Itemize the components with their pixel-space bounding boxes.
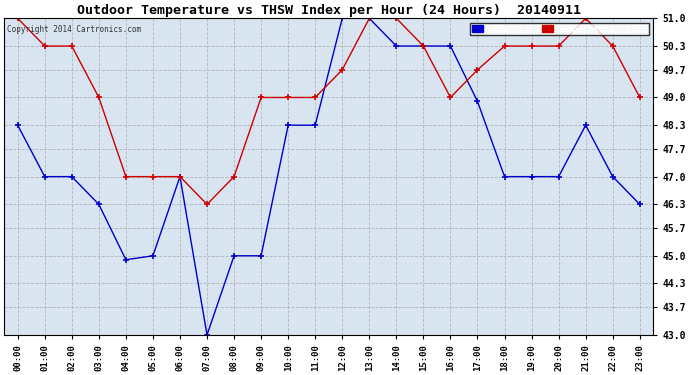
Legend: THSW  (°F), Temperature  (°F): THSW (°F), Temperature (°F) xyxy=(471,23,649,36)
Title: Outdoor Temperature vs THSW Index per Hour (24 Hours)  20140911: Outdoor Temperature vs THSW Index per Ho… xyxy=(77,4,581,17)
Text: Copyright 2014 Cartronics.com: Copyright 2014 Cartronics.com xyxy=(8,25,141,34)
